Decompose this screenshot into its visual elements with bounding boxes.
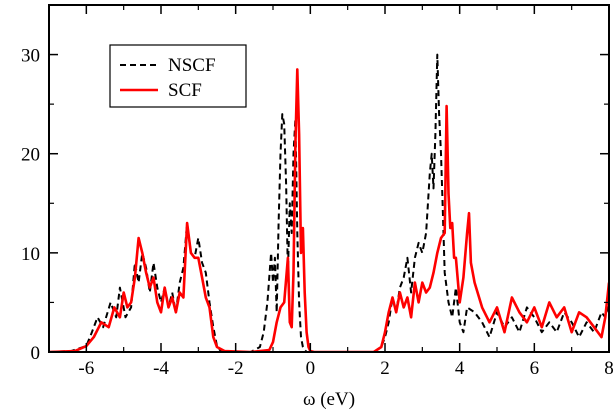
x-tick-label: 6 bbox=[530, 358, 540, 379]
legend-label-nscf: NSCF bbox=[168, 55, 216, 76]
y-tick-label: 20 bbox=[21, 145, 40, 166]
y-tick-label: 0 bbox=[31, 343, 41, 364]
plot-frame bbox=[48, 4, 610, 353]
legend-box bbox=[109, 44, 247, 108]
x-tick-label: 2 bbox=[380, 358, 390, 379]
series-layer bbox=[49, 53, 609, 352]
x-tick-label: -2 bbox=[228, 358, 244, 379]
x-tick-label: 8 bbox=[604, 358, 614, 379]
x-tick-label: -6 bbox=[78, 358, 94, 379]
y-tick-label: 30 bbox=[21, 46, 40, 67]
axis-ticks: -6 -4 -2 0 2 4 6 8 0 10 20 30 bbox=[21, 5, 614, 379]
y-tick-label: 10 bbox=[21, 244, 40, 265]
x-tick-label: 0 bbox=[306, 358, 316, 379]
x-tick-label: 4 bbox=[455, 358, 465, 379]
x-tick-label: -4 bbox=[153, 358, 169, 379]
series-line-scf bbox=[49, 68, 609, 352]
legend: NSCF SCF bbox=[109, 44, 247, 108]
legend-label-scf: SCF bbox=[168, 80, 202, 101]
x-axis-label: ω (eV) bbox=[303, 389, 355, 410]
